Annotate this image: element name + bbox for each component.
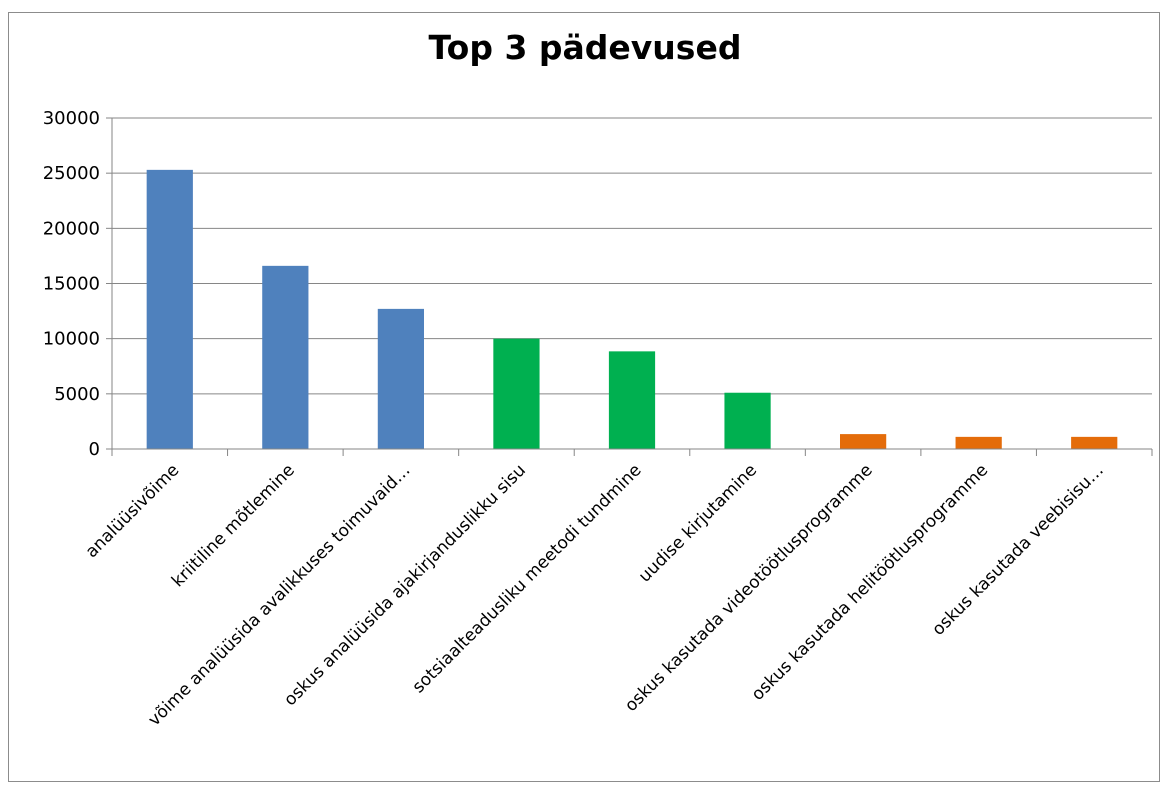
chart-title: Top 3 pädevused <box>428 28 742 67</box>
y-tick-labels: 0 5000 10000 15000 20000 25000 30000 <box>43 108 100 460</box>
bar <box>1071 436 1118 449</box>
y-tick-label: 15000 <box>43 274 100 295</box>
x-category-label: oskus kasutada helitöötlusprogramme <box>748 460 992 704</box>
bar <box>377 308 424 449</box>
bars <box>146 169 1118 449</box>
y-tick-label: 20000 <box>43 218 100 239</box>
bar <box>840 434 887 449</box>
bar <box>146 169 193 449</box>
axes <box>106 117 1153 456</box>
x-category-label: võime analüüsida avalikkuses toimuvaid… <box>145 460 415 730</box>
bar <box>493 338 540 449</box>
y-tick-label: 5000 <box>54 384 100 405</box>
bar <box>262 265 309 449</box>
bar <box>955 436 1002 449</box>
y-tick-label: 30000 <box>43 108 100 129</box>
chart-frame <box>8 12 1160 782</box>
x-category-label: kriitiline mõtlemine <box>168 460 299 591</box>
y-tick-label: 25000 <box>43 163 100 184</box>
x-category-label: oskus analüüsida ajakirjanduslikku sisu <box>280 460 530 710</box>
x-category-label: sotsiaalteadusliku meetodi tundmine <box>409 460 646 697</box>
bar <box>608 351 656 449</box>
x-category-label: uudise kirjutamine <box>635 460 761 586</box>
x-category-label: analüüsivõime <box>82 460 184 562</box>
bar <box>724 392 771 449</box>
y-tick-label: 10000 <box>43 329 100 350</box>
y-tick-label: 0 <box>89 439 100 460</box>
x-category-label: oskus kasutada videotöötlusprogramme <box>621 460 877 716</box>
